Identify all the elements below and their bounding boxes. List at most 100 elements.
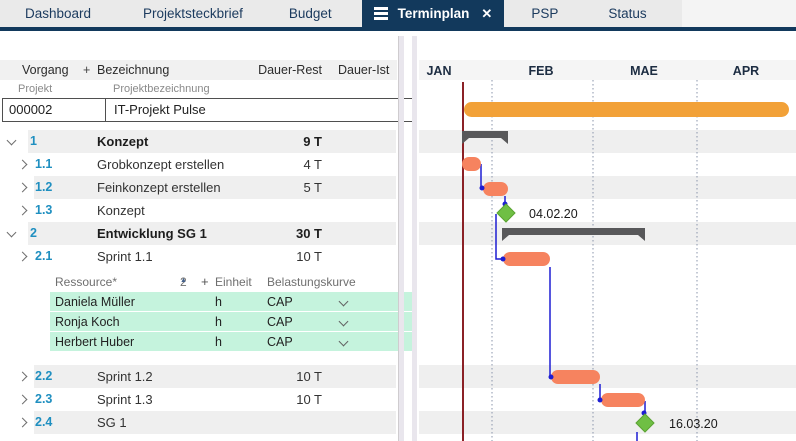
task-row-1.3[interactable]: 1.3 Konzept (0, 199, 796, 222)
resource-row[interactable]: Ronja Koch h CAP (0, 312, 796, 332)
tabbar-underline (0, 27, 796, 31)
resource-row-highlight (50, 332, 414, 351)
expand-icon[interactable] (17, 394, 28, 405)
task-number: 1.3 (35, 203, 53, 217)
table-header: Vorgang + Bezeichnung Dauer-Rest Dauer-I… (0, 60, 397, 80)
row-stripe (28, 222, 396, 245)
task-duration: 9 T (303, 134, 322, 149)
month-label: APR (733, 64, 759, 78)
task-number: 1.2 (35, 180, 53, 194)
dependency-connector (495, 214, 502, 260)
expand-icon[interactable] (17, 371, 28, 382)
projektbezeichnung-label: Projektbezeichnung (113, 83, 210, 95)
timeline-header (419, 60, 796, 80)
col-vorgang[interactable]: Vorgang (22, 63, 69, 77)
connector-dot (548, 374, 554, 380)
tab-budget[interactable]: Budget (288, 6, 332, 21)
task-bar[interactable] (551, 370, 600, 384)
expand-icon[interactable] (17, 159, 28, 170)
add-resource-icon[interactable]: + (201, 274, 209, 289)
add-column-icon[interactable]: + (83, 63, 91, 77)
milestone-diamond[interactable] (496, 203, 516, 223)
row-stripe (28, 130, 396, 153)
sort-number: 2 (180, 275, 187, 289)
project-id-field[interactable]: 000002 (3, 99, 106, 121)
projekt-label: Projekt (18, 83, 53, 95)
task-row-1.2[interactable]: 1.2 Feinkonzept erstellen 5 T (0, 176, 796, 199)
row-stripe (34, 176, 396, 199)
summary-bar[interactable] (502, 228, 645, 241)
task-duration: 4 T (303, 157, 322, 172)
resource-row-highlight (50, 312, 414, 331)
gantt-row-stripe (419, 176, 796, 199)
task-name: Grobkonzept erstellen (97, 157, 225, 172)
task-bar[interactable] (462, 157, 481, 171)
gantt-chart: JAN FEB MAE APR 04.02.20 16.03.20 (419, 60, 796, 441)
resource-row[interactable]: Daniela Müller h CAP (0, 292, 796, 312)
task-number: 2.2 (35, 369, 53, 383)
collapse-icon[interactable] (6, 135, 17, 146)
splitter-strip-right[interactable] (412, 36, 417, 441)
resource-row[interactable]: Herbert Huber h CAP (0, 332, 796, 352)
task-row-2.2[interactable]: 2.2 Sprint 1.2 10 T (0, 365, 796, 388)
task-number: 2.1 (35, 249, 53, 263)
resource-unit: h (215, 335, 222, 349)
task-bar[interactable] (483, 182, 508, 196)
col-bezeichnung[interactable]: Bezeichnung (97, 63, 170, 77)
connector-dot (597, 397, 603, 403)
task-bar[interactable] (601, 393, 645, 407)
expand-icon[interactable] (17, 205, 28, 216)
task-name: SG 1 (97, 415, 127, 430)
project-summary-bar[interactable] (464, 102, 789, 117)
task-name: Sprint 1.3 (97, 392, 153, 407)
tab-status[interactable]: Status (608, 6, 647, 21)
task-duration: 10 T (296, 369, 322, 384)
tab-terminplan[interactable]: Terminplan ✕ (361, 0, 505, 29)
menu-icon[interactable] (373, 7, 388, 20)
gantt-row-stripe (419, 365, 796, 388)
task-duration: 30 T (295, 226, 322, 241)
task-table-body: 1 Konzept 9 T 1.1 Grobkonzept erstellen 4 T 1.… (0, 130, 796, 434)
gantt-row-stripe (419, 130, 796, 153)
tab-psp[interactable]: PSP (531, 6, 559, 21)
task-number: 2.3 (35, 392, 53, 406)
tab-dashboard[interactable]: Dashboard (25, 6, 92, 21)
task-row-1.1[interactable]: 1.1 Grobkonzept erstellen 4 T (0, 153, 796, 176)
month-label: MAE (630, 64, 658, 78)
task-row-2.4[interactable]: 2.4 SG 1 (0, 411, 796, 434)
resource-curve-value[interactable]: CAP (267, 315, 293, 329)
task-row-2.3[interactable]: 2.3 Sprint 1.3 10 T (0, 388, 796, 411)
gantt-row-stripe (419, 411, 796, 434)
expand-icon[interactable] (17, 251, 28, 262)
connector-dot (479, 185, 485, 191)
summary-bar[interactable] (462, 131, 508, 144)
task-name: Sprint 1.1 (97, 249, 153, 264)
resource-column-header: Ressource* (55, 275, 118, 289)
tab-projektsteckbrief[interactable]: Projektsteckbrief (143, 6, 243, 21)
task-row-1[interactable]: 1 Konzept 9 T (0, 130, 796, 153)
close-icon[interactable]: ✕ (481, 6, 493, 21)
task-bar[interactable] (503, 252, 550, 266)
connector-dot (500, 256, 506, 262)
splitter-strip-left[interactable] (398, 36, 404, 441)
milestone-date-label: 04.02.20 (529, 207, 578, 221)
resource-curve-value[interactable]: CAP (267, 295, 293, 309)
belastungskurve-column-header: Belastungskurve (267, 275, 356, 289)
expand-icon[interactable] (17, 182, 28, 193)
resource-curve-value[interactable]: CAP (267, 335, 293, 349)
task-row-2.1[interactable]: 2.1 Sprint 1.1 10 T (0, 245, 796, 268)
task-number: 1 (30, 134, 37, 148)
expand-icon[interactable] (17, 417, 28, 428)
milestone-diamond[interactable] (635, 413, 655, 433)
einheit-column-header: Einheit (215, 275, 252, 289)
project-name-field[interactable]: IT-Projekt Pulse (114, 102, 206, 117)
task-row-2[interactable]: 2 Entwicklung SG 1 30 T (0, 222, 796, 245)
col-dauer-rest[interactable]: Dauer-Rest (258, 63, 322, 77)
resource-name: Daniela Müller (55, 295, 135, 309)
task-name: Sprint 1.2 (97, 369, 153, 384)
project-row: 000002 IT-Projekt Pulse (2, 98, 413, 122)
col-dauer-ist[interactable]: Dauer-Ist (338, 63, 390, 77)
resource-name: Herbert Huber (55, 335, 135, 349)
resource-name: Ronja Koch (55, 315, 120, 329)
collapse-icon[interactable] (6, 227, 17, 238)
